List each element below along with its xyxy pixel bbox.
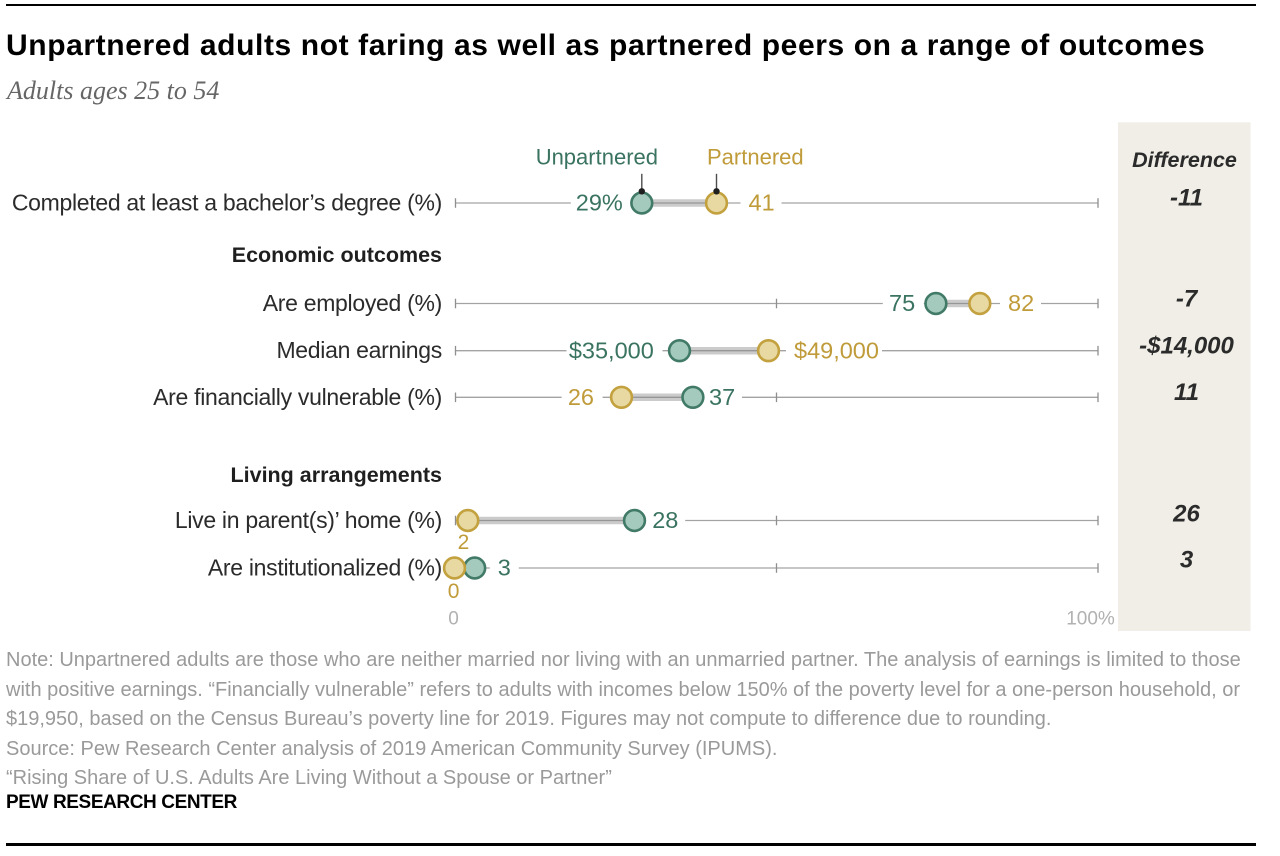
svg-text:Partnered: Partnered [707, 145, 804, 170]
svg-text:41: 41 [749, 190, 775, 216]
svg-text:$35,000: $35,000 [569, 337, 654, 363]
svg-text:11: 11 [1174, 379, 1199, 406]
svg-text:-7: -7 [1176, 286, 1199, 313]
svg-text:Median earnings: Median earnings [276, 337, 442, 363]
svg-text:Difference: Difference [1132, 148, 1237, 172]
svg-text:26: 26 [1172, 501, 1200, 528]
svg-text:Are employed (%): Are employed (%) [263, 290, 442, 316]
svg-text:82: 82 [1008, 290, 1034, 316]
svg-text:Unpartnered: Unpartnered [536, 145, 658, 170]
svg-text:-11: -11 [1170, 185, 1203, 212]
svg-text:Completed at least a bachelor’: Completed at least a bachelor’s degree (… [12, 190, 442, 216]
svg-text:0: 0 [448, 609, 459, 630]
svg-text:0: 0 [448, 580, 460, 603]
svg-text:Economic outcomes: Economic outcomes [232, 243, 442, 267]
svg-text:Are institutionalized (%): Are institutionalized (%) [208, 555, 442, 581]
svg-text:3: 3 [1180, 547, 1194, 574]
svg-text:75: 75 [889, 290, 915, 316]
svg-text:-$14,000: -$14,000 [1139, 333, 1234, 360]
svg-text:100%: 100% [1066, 609, 1115, 630]
svg-text:Living arrangements: Living arrangements [231, 463, 443, 487]
svg-text:37: 37 [709, 384, 735, 410]
svg-text:Are financially vulnerable (%): Are financially vulnerable (%) [153, 384, 442, 410]
svg-text:26: 26 [568, 384, 594, 410]
svg-text:29%: 29% [576, 190, 623, 216]
svg-text:Live in parent(s)’ home (%): Live in parent(s)’ home (%) [175, 507, 442, 533]
svg-text:28: 28 [652, 507, 678, 533]
svg-text:$49,000: $49,000 [794, 337, 879, 363]
svg-text:2: 2 [458, 531, 470, 554]
svg-text:3: 3 [498, 555, 511, 581]
